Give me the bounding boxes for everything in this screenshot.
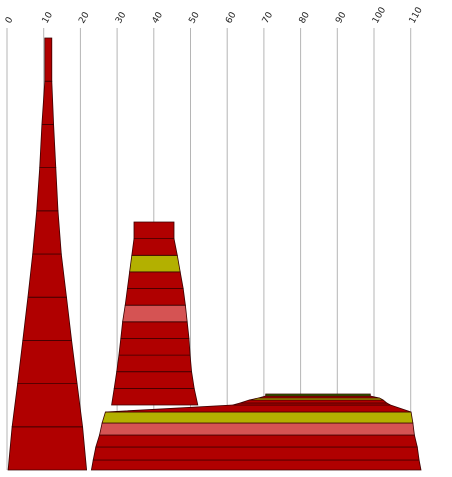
ridge-band-11 <box>265 393 371 397</box>
tower-1-band-8 <box>39 124 57 169</box>
ridge-band-8 <box>239 399 388 404</box>
plot-area <box>7 37 422 471</box>
tower-2-band-8 <box>126 271 184 289</box>
tower-1-band-7 <box>36 167 59 212</box>
tower-1-band-4 <box>22 296 73 341</box>
tower-2-band-9 <box>129 254 181 273</box>
tower-2-band-7 <box>124 288 186 306</box>
tower-2-band-5 <box>120 321 190 339</box>
x-tick-label: 50 <box>187 10 202 25</box>
x-tick-label: 10 <box>41 10 56 25</box>
x-tick-label: 60 <box>224 10 239 25</box>
tower-2-band-2 <box>113 371 195 389</box>
tower-1-band-10 <box>44 37 53 82</box>
tower-2-band-6 <box>122 304 188 323</box>
x-tick-label: 0 <box>4 15 16 25</box>
tower-1-band-2 <box>11 383 84 428</box>
ridge <box>90 393 422 471</box>
ridge-band-1 <box>90 459 422 471</box>
tower-1-band-1 <box>7 426 88 471</box>
tower-1 <box>7 37 88 471</box>
tower-1-band-3 <box>17 339 78 385</box>
x-tick-label: 40 <box>151 10 166 25</box>
tower-2-band-4 <box>118 338 191 356</box>
ridge-band-5 <box>101 411 414 424</box>
x-tick-label: 80 <box>298 10 313 25</box>
ridge-band-4 <box>99 422 415 436</box>
tower-1-band-5 <box>27 253 67 298</box>
ridge-band-2 <box>92 446 420 461</box>
x-tick-labels: 0 10 20 30 40 50 60 70 80 90 100 110 <box>4 5 425 25</box>
tower-2-band-3 <box>116 354 193 373</box>
x-tick-label: 90 <box>334 10 349 25</box>
x-tick-label: 20 <box>77 10 92 25</box>
ridge-band-3 <box>95 434 418 448</box>
tower-2 <box>111 221 199 406</box>
x-tick-label: 30 <box>114 10 129 25</box>
x-tick-label: 100 <box>371 5 388 25</box>
tower-2-band-1 <box>111 387 199 406</box>
x-tick-label: 110 <box>408 5 425 25</box>
tower-2-band-10 <box>131 238 178 256</box>
tower-2-band-11 <box>133 221 175 240</box>
x-tick-label: 70 <box>261 10 276 25</box>
ridge-band-6 <box>105 404 412 413</box>
tower-1-band-6 <box>32 210 62 255</box>
